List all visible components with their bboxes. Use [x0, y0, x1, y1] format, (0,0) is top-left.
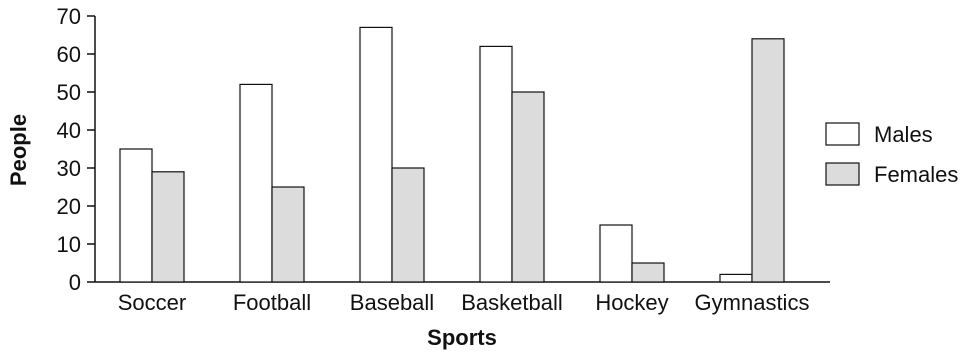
x-tick-label-hockey: Hockey — [595, 290, 668, 315]
x-axis: Soccer Football Baseball Basketball Hockey Gy… — [95, 281, 830, 315]
y-tick-label-0: 0 — [69, 270, 81, 295]
x-tick-label-football: Football — [233, 290, 311, 315]
y-tick-label-4: 40 — [57, 118, 81, 143]
y-axis: 0 10 20 30 40 50 60 70 — [57, 4, 96, 295]
x-tick-label-soccer: Soccer — [118, 290, 186, 315]
bar-males-soccer — [119, 148, 153, 283]
x-tick-label-gymnastics: Gymnastics — [695, 290, 810, 315]
bar-females-basketball — [511, 91, 545, 283]
y-tick-label-5: 50 — [57, 80, 81, 105]
x-tick-label-baseball: Baseball — [350, 290, 434, 315]
bar-group — [119, 26, 785, 283]
legend-swatch-males — [825, 122, 860, 146]
legend-label-males: Males — [874, 122, 933, 147]
y-tick-label-1: 10 — [57, 232, 81, 257]
y-tick-label-2: 20 — [57, 194, 81, 219]
y-axis-title: People — [6, 114, 31, 186]
x-tick-label-group: Soccer Football Baseball Basketball Hockey Gy… — [118, 290, 810, 315]
y-tick-label-6: 60 — [57, 42, 81, 67]
bar-males-hockey — [599, 224, 633, 283]
x-axis-title: Sports — [427, 325, 497, 350]
bar-males-basketball — [479, 45, 513, 283]
legend-label-females: Females — [874, 162, 958, 187]
bar-males-baseball — [359, 26, 393, 283]
bar-females-football — [271, 186, 305, 283]
legend: Males Females — [825, 122, 958, 187]
y-tick-group: 0 10 20 30 40 50 60 70 — [57, 4, 95, 295]
y-tick-label-7: 70 — [57, 4, 81, 29]
legend-swatch-females — [825, 162, 860, 186]
x-tick-label-basketball: Basketball — [461, 290, 563, 315]
bar-females-hockey — [631, 262, 665, 283]
y-tick-label-3: 30 — [57, 156, 81, 181]
bar-females-baseball — [391, 167, 425, 283]
bar-males-gymnastics — [719, 273, 753, 283]
bar-males-football — [239, 83, 273, 283]
bar-females-gymnastics — [751, 38, 785, 283]
bar-females-soccer — [151, 171, 185, 283]
